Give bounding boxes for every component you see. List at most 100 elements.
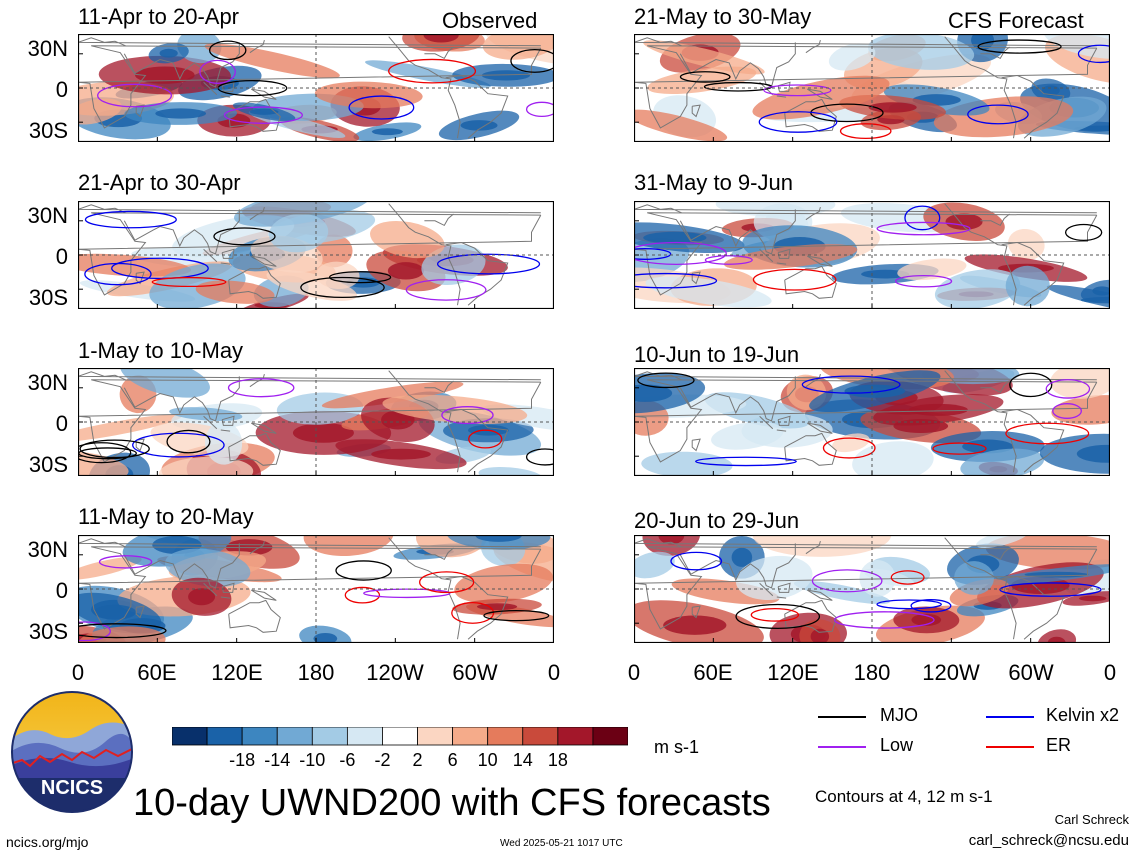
panel-title-fc-2: 31-May to 9-Jun [634, 170, 793, 195]
coastline [221, 582, 235, 593]
legend-line-kelvin [986, 716, 1034, 718]
wave-contour [833, 611, 935, 629]
panel-frame [634, 34, 1110, 142]
coastline [679, 42, 796, 88]
panel-title-fc-1: 21-May to 30-May [634, 4, 812, 29]
legend-line-low [818, 746, 866, 748]
coastline [634, 37, 1097, 47]
coastline [228, 98, 281, 132]
wave-contour [704, 255, 753, 265]
wave-contour [209, 40, 247, 61]
timestamp: Wed 2025-05-21 1017 UTC [500, 838, 623, 849]
coastline [135, 438, 145, 452]
anomaly-core [1047, 636, 1066, 643]
wave-contour [910, 599, 952, 613]
coastline [806, 255, 833, 267]
colorbar-tick-label: -2 [374, 750, 391, 770]
wave-contour [78, 621, 111, 642]
legend-label-low: Low [880, 735, 914, 755]
author-email: carl_schreck@ncsu.edu [968, 832, 1129, 849]
anomaly-core [663, 615, 727, 635]
wave-contour [97, 83, 172, 108]
anomaly-shading [78, 253, 192, 277]
wave-contour [223, 106, 303, 124]
ytick-30s-row3: 30S [28, 452, 68, 477]
xtick-right-60w: 60W [1008, 660, 1054, 685]
anomaly-core [1076, 444, 1110, 463]
colorbar-tick-label: 2 [412, 750, 423, 770]
coastline [806, 422, 833, 434]
wave-contour [752, 268, 837, 291]
anomaly-shading [158, 456, 254, 476]
coastline [250, 589, 277, 601]
anomaly-core [911, 613, 942, 626]
colorbar-tick-label: 14 [512, 750, 533, 770]
anomaly-core [1080, 296, 1110, 304]
wave-contour [894, 274, 953, 288]
colorbar-tick-label: 6 [447, 750, 458, 770]
anomaly-shading [863, 568, 915, 587]
coastline [445, 74, 509, 139]
wave-contour [670, 551, 723, 571]
ytick-0-row3: 0 [55, 411, 68, 436]
xtick-right-120e: 120E [767, 660, 819, 685]
wave-contour [1045, 379, 1091, 399]
coastline [203, 582, 218, 597]
coastline [424, 46, 454, 60]
anomaly-core [971, 34, 995, 50]
coastline [78, 45, 542, 129]
ytick-30s-row1: 30S [28, 118, 68, 143]
wave-contour [1077, 44, 1110, 64]
wave-contour [468, 429, 503, 449]
anomaly-shading [365, 60, 491, 88]
anomaly-core [1079, 595, 1107, 602]
anomaly-core [423, 34, 459, 43]
legend-label-kelvin: Kelvin x2 [1046, 705, 1120, 725]
coastline [691, 104, 701, 118]
colorbar-tick-label: -18 [229, 750, 256, 770]
colorbar-swatch [522, 727, 559, 746]
wave-contour [388, 58, 477, 84]
ytick-30s-row2: 30S [28, 285, 68, 310]
map-panel-fc-3 [634, 368, 1110, 476]
coastline [691, 271, 701, 285]
ytick-30n-row1: 30N [27, 36, 68, 61]
wave-contour [441, 406, 494, 425]
anomaly-core [475, 535, 522, 542]
logo-text: NCICS [41, 777, 103, 799]
wave-contour [199, 59, 236, 84]
coastline [228, 265, 281, 299]
wave-contour [79, 439, 150, 459]
coastline [78, 204, 541, 214]
site-url: ncics.org/mjo [6, 834, 89, 850]
panel-frame [78, 368, 554, 476]
xtick-left-60e: 60E [137, 660, 177, 685]
anomaly-shading [195, 280, 275, 304]
colorbar-swatch [241, 727, 278, 746]
anomaly-core [658, 535, 685, 545]
anomaly-core [371, 128, 403, 136]
coastline [1001, 74, 1065, 139]
coastline [220, 429, 231, 432]
xtick-left-0-end: 0 [547, 660, 561, 685]
map-panel-obs-2 [78, 201, 554, 309]
coastline [220, 262, 231, 265]
anomaly-core [945, 213, 983, 230]
colorbar-tick-label: -10 [299, 750, 326, 770]
coastline [634, 45, 1098, 129]
coastline [78, 212, 542, 296]
coastline [679, 543, 796, 589]
coastline [445, 408, 509, 473]
wave-contour [839, 123, 892, 140]
wave-contour [1005, 422, 1090, 445]
coastline [228, 599, 281, 633]
coastline [980, 380, 1010, 394]
map-panel-obs-4 [78, 535, 554, 643]
coastline [249, 206, 265, 221]
coastline [388, 36, 461, 139]
map-panel-obs-1 [78, 34, 554, 142]
anomaly-shading [454, 563, 553, 604]
wave-contour [758, 111, 838, 133]
coastline [135, 104, 145, 118]
colorbar-swatch [557, 727, 594, 746]
